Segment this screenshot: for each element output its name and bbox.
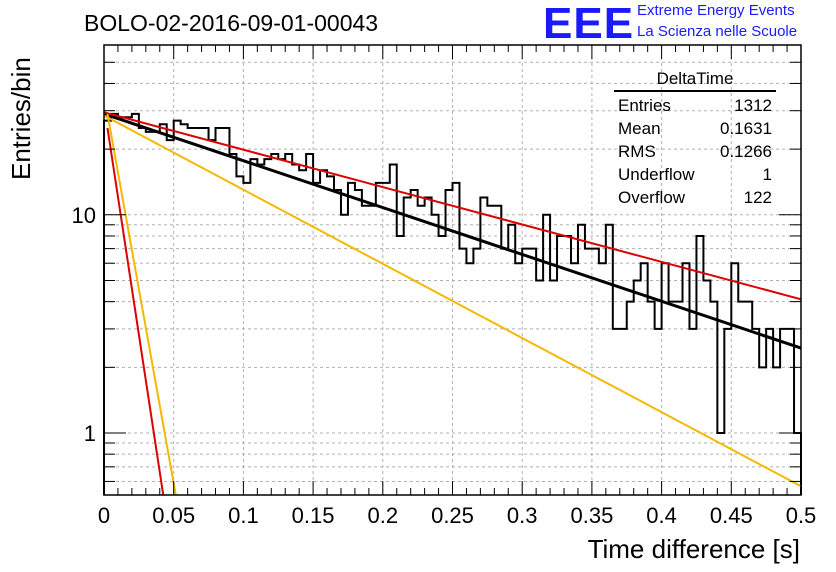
eee-logo-mark: EEE <box>543 0 635 48</box>
y-tick-label: 1 <box>84 421 96 446</box>
stats-title: DeltaTime <box>614 68 776 92</box>
y-tick-label: 10 <box>72 203 96 228</box>
axis-tick-labels: 0 0.05 0.1 0.15 0.2 0.25 0.3 0.35 0.4 0.45 0.5 1 10 <box>72 203 817 528</box>
stats-row-entries: Entries 1312 <box>610 94 780 117</box>
x-tick-label: 0.3 <box>507 503 538 528</box>
stats-label: Underflow <box>618 165 695 184</box>
fit-line <box>103 114 802 488</box>
fit-line <box>106 113 177 496</box>
stats-value: 0.1266 <box>720 142 772 161</box>
stats-box: DeltaTime Entries 1312 Mean 0.1631 RMS 0.12… <box>610 68 780 209</box>
chart-title: BOLO-02-2016-09-01-00043 <box>84 10 379 36</box>
fit-line <box>106 127 165 496</box>
grid-lines <box>104 45 801 495</box>
logo-text-line1: Extreme Energy Events <box>637 2 795 19</box>
stats-row-mean: Mean 0.1631 <box>610 117 780 140</box>
fit-line <box>103 112 802 350</box>
x-tick-label: 0.45 <box>710 503 753 528</box>
stats-label: Entries <box>618 96 671 115</box>
stats-row-overflow: Overflow 122 <box>610 186 780 209</box>
x-axis-label: Time difference [s] <box>587 534 800 564</box>
x-tick-label: 0.25 <box>431 503 474 528</box>
stats-label: RMS <box>618 142 656 161</box>
stats-value: 122 <box>743 188 772 207</box>
stats-label: Overflow <box>618 188 686 207</box>
histogram-outline <box>103 112 802 495</box>
stats-value: 1312 <box>734 96 772 115</box>
x-tick-label: 0.2 <box>368 503 399 528</box>
stats-label: Mean <box>618 119 661 138</box>
axis-ticks <box>103 45 802 495</box>
x-tick-label: 0.05 <box>152 503 195 528</box>
stats-row-underflow: Underflow 1 <box>610 163 780 186</box>
x-tick-label: 0.15 <box>292 503 335 528</box>
x-tick-label: 0 <box>98 503 110 528</box>
fit-curves <box>103 111 802 496</box>
x-tick-label: 0.4 <box>646 503 677 528</box>
y-axis-label: Entries/bin <box>6 57 36 180</box>
x-tick-label: 0.35 <box>570 503 613 528</box>
stats-row-rms: RMS 0.1266 <box>610 140 780 163</box>
fit-line <box>103 111 802 301</box>
histogram-bars <box>103 112 802 495</box>
logo-text-line2: La Scienza nelle Scuole <box>637 23 798 40</box>
x-tick-label: 0.1 <box>228 503 259 528</box>
x-tick-label: 0.5 <box>786 503 817 528</box>
stats-value: 0.1631 <box>720 119 772 138</box>
stats-value: 1 <box>762 165 772 184</box>
